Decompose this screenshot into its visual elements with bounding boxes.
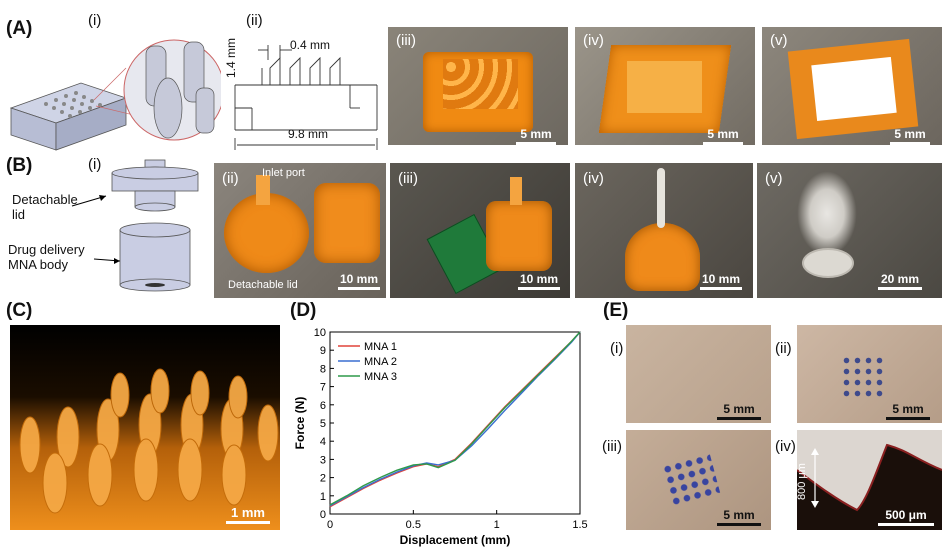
panel-a-ii-label: (ii) [246, 12, 263, 29]
panel-e-ii-label: (ii) [775, 340, 792, 357]
x-tick-label: 1 [494, 519, 500, 531]
dim-top: 0.4 mm [290, 38, 331, 52]
scale-c: 1 mm [226, 505, 270, 524]
detachable-lid-photo-label: Detachable lid [228, 279, 298, 291]
photo-e-iii [626, 430, 771, 530]
mna-body-cad [111, 159, 199, 292]
panel-b-label: (B) [6, 155, 33, 176]
x-tick-label: 1.5 [572, 519, 587, 531]
scale-e-iv: 500 μm [878, 508, 934, 526]
panel-e-label: (E) [603, 300, 629, 321]
body-arrow [93, 258, 121, 264]
skin-cross-section [797, 430, 942, 512]
scale-a-iv: 5 mm [703, 127, 743, 145]
panel-b-ii-label: (ii) [222, 170, 239, 187]
dim-left: 1.4 mm [224, 37, 238, 78]
legend-label-1: MNA 1 [364, 341, 397, 353]
scale-e-i: 5 mm [717, 402, 761, 420]
legend-label-2: MNA 2 [364, 356, 397, 368]
panel-e-i-label: (i) [610, 340, 624, 357]
photo-a-iii [388, 27, 568, 145]
photo-b-v [757, 163, 942, 298]
force-displacement-chart: 0 1 2 3 4 5 6 7 8 9 10 0 0.5 1 1.5 Displacement (mm) For… [293, 327, 588, 547]
detachable-lid-label: Detachable lid [12, 192, 78, 222]
mna-cad-block [9, 39, 221, 151]
microneedle-array [19, 368, 279, 514]
scale-e-ii: 5 mm [886, 402, 930, 420]
y-axis-label: Force (N) [293, 397, 307, 450]
photo-b-iv [575, 163, 753, 298]
scale-b-v: 20 mm [878, 272, 922, 290]
panel-e-iv-label: (iv) [775, 438, 796, 455]
panel-d-label: (D) [290, 300, 317, 321]
depth-label: 800 μm [796, 463, 808, 500]
panel-a-v-label: (v) [770, 32, 788, 49]
y-tick-label: 6 [320, 400, 326, 412]
panel-a-iv-label: (iv) [583, 32, 604, 49]
y-tick-label: 9 [320, 345, 326, 357]
panel-b-iii-label: (iii) [398, 170, 418, 187]
panel-b-v-label: (v) [765, 170, 783, 187]
photo-a-iv [575, 27, 755, 145]
legend-label-3: MNA 3 [364, 371, 397, 383]
y-tick-label: 4 [320, 436, 326, 448]
scale-b-ii: 10 mm [338, 272, 380, 290]
y-tick-label: 1 [320, 491, 326, 503]
x-tick-label: 0.5 [406, 519, 421, 531]
photo-a-v [762, 27, 942, 145]
scale-e-iii: 5 mm [717, 508, 761, 526]
photo-c-microneedles [10, 325, 280, 530]
photo-e-i [626, 325, 771, 423]
scale-b-iii: 10 mm [518, 272, 560, 290]
x-axis-label: Displacement (mm) [400, 533, 511, 547]
scale-a-iii: 5 mm [516, 127, 556, 145]
panel-b-i-label: (i) [88, 156, 102, 173]
panel-c-label: (C) [6, 300, 33, 321]
y-tick-label: 5 [320, 418, 326, 430]
panel-e-iii-label: (iii) [602, 438, 622, 455]
panel-a-iii-label: (iii) [396, 32, 416, 49]
depth-arrow [811, 448, 819, 508]
photo-e-ii [797, 325, 942, 423]
panel-a-i-label: (i) [88, 12, 102, 29]
y-tick-label: 2 [320, 473, 326, 485]
dim-bottom: 9.8 mm [288, 127, 329, 141]
series-line-3 [329, 331, 581, 506]
inlet-port-label: Inlet port [262, 167, 305, 179]
scale-b-iv: 10 mm [700, 272, 742, 290]
photo-b-ii [214, 163, 386, 298]
y-tick-label: 7 [320, 382, 326, 394]
y-tick-label: 10 [314, 327, 326, 339]
y-tick-label: 8 [320, 363, 326, 375]
photo-b-iii [390, 163, 570, 298]
panel-b-iv-label: (iv) [583, 170, 604, 187]
panel-a-label: (A) [6, 18, 33, 39]
x-tick-label: 0 [327, 519, 333, 531]
y-tick-label: 3 [320, 454, 326, 466]
lid-arrow [71, 195, 107, 207]
mna-dimension-drawing [234, 45, 378, 150]
photo-e-iv [797, 430, 942, 530]
y-tick-label: 0 [320, 509, 326, 521]
scale-a-v: 5 mm [890, 127, 930, 145]
drug-delivery-label: Drug delivery MNA body [8, 242, 85, 272]
